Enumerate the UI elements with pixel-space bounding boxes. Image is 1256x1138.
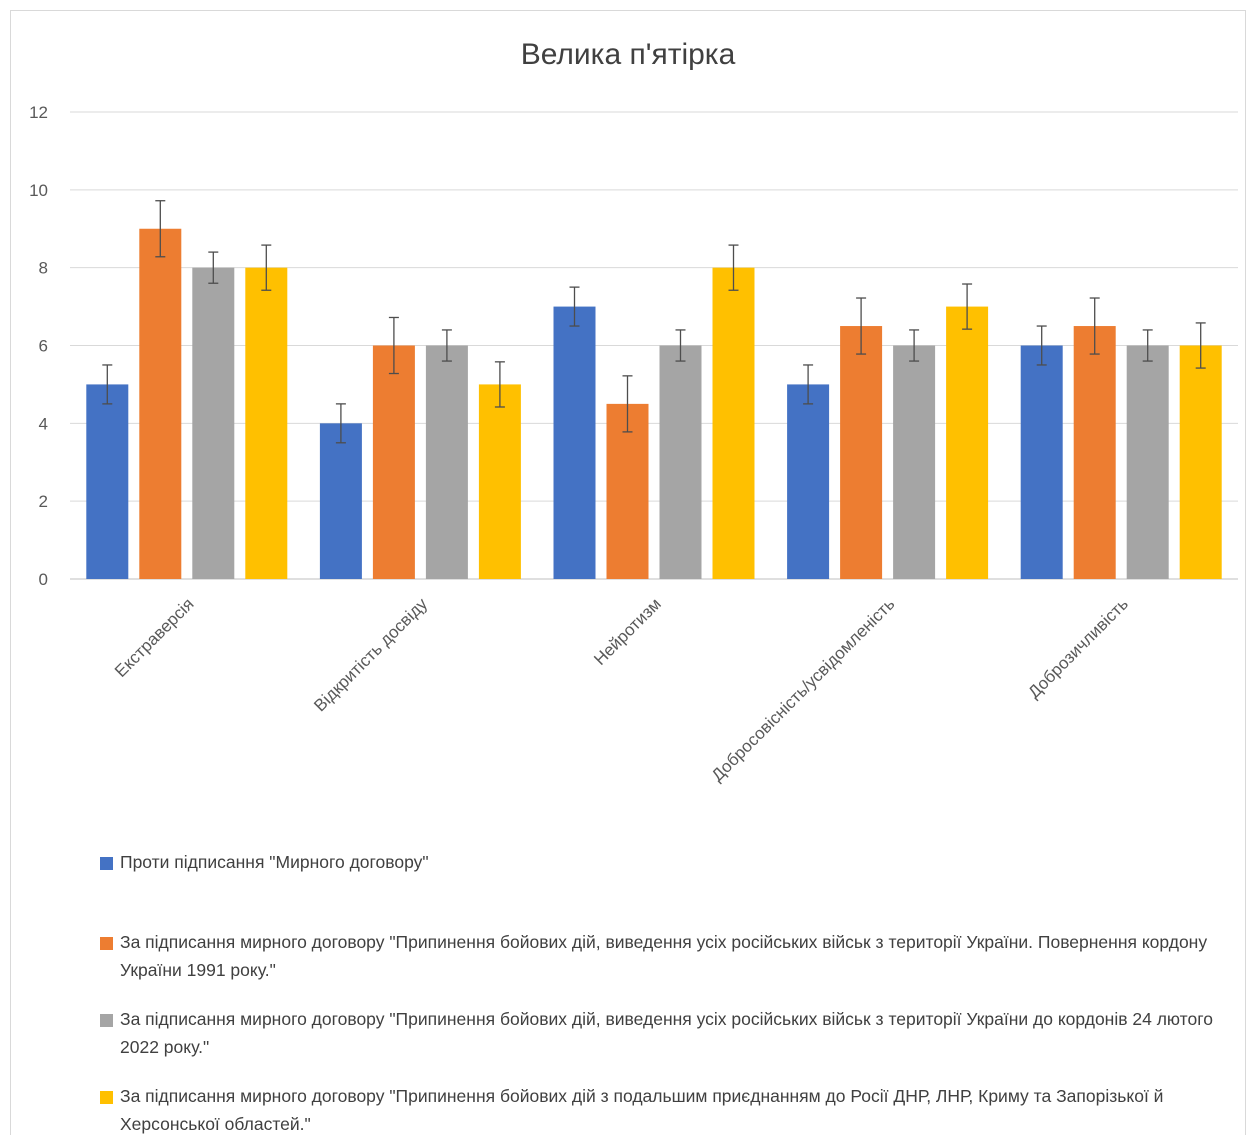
legend-item: За підписання мирного договору "Припинен… xyxy=(100,1082,1240,1138)
legend-swatch xyxy=(100,1014,113,1027)
legend-item: За підписання мирного договору "Припинен… xyxy=(100,928,1240,984)
y-tick-label: 2 xyxy=(39,492,48,511)
bar xyxy=(245,267,288,579)
x-tick-label: Нейротизм xyxy=(590,594,665,669)
y-tick-label: 6 xyxy=(39,337,48,356)
y-tick-label: 0 xyxy=(39,570,48,589)
bar xyxy=(553,306,596,579)
bar xyxy=(946,306,989,579)
bar xyxy=(659,345,702,579)
x-tick-label: Екстраверсія xyxy=(111,594,198,681)
bar xyxy=(1073,326,1116,579)
bar xyxy=(319,423,362,579)
y-tick-label: 12 xyxy=(29,103,48,122)
bar xyxy=(86,384,129,579)
bar xyxy=(372,345,415,579)
legend-swatch xyxy=(100,1091,113,1104)
bar xyxy=(425,345,468,579)
bar xyxy=(139,228,182,579)
bar xyxy=(893,345,936,579)
legend-item: За підписання мирного договору "Припинен… xyxy=(100,1005,1240,1061)
y-tick-label: 4 xyxy=(39,414,48,433)
x-tick-label: Добросовісність/усвідомленість xyxy=(708,594,899,785)
y-tick-label: 8 xyxy=(39,259,48,278)
bar xyxy=(478,384,521,579)
bar xyxy=(606,403,649,579)
x-tick-label: Відкритість досвіду xyxy=(310,594,431,715)
chart-title: Велика п'ятірка xyxy=(520,38,736,71)
chart-area xyxy=(10,10,1246,1135)
x-tick-label: Доброзичливість xyxy=(1024,594,1132,702)
bar xyxy=(1126,345,1169,579)
legend-item: Проти підписання "Мирного договору" xyxy=(100,848,1240,876)
legend-swatch xyxy=(100,857,113,870)
bar xyxy=(712,267,755,579)
bar xyxy=(787,384,830,579)
legend-label: За підписання мирного договору "Припинен… xyxy=(120,932,1208,980)
bar xyxy=(1020,345,1063,579)
legend-label: Проти підписання "Мирного договору" xyxy=(120,852,429,872)
legend-label: За підписання мирного договору "Припинен… xyxy=(120,1086,1164,1134)
y-tick-label: 10 xyxy=(29,181,48,200)
legend-swatch xyxy=(100,937,113,950)
bar xyxy=(1179,345,1222,579)
legend-label: За підписання мирного договору "Припинен… xyxy=(120,1009,1213,1057)
bar xyxy=(192,267,235,579)
bar xyxy=(840,326,883,579)
